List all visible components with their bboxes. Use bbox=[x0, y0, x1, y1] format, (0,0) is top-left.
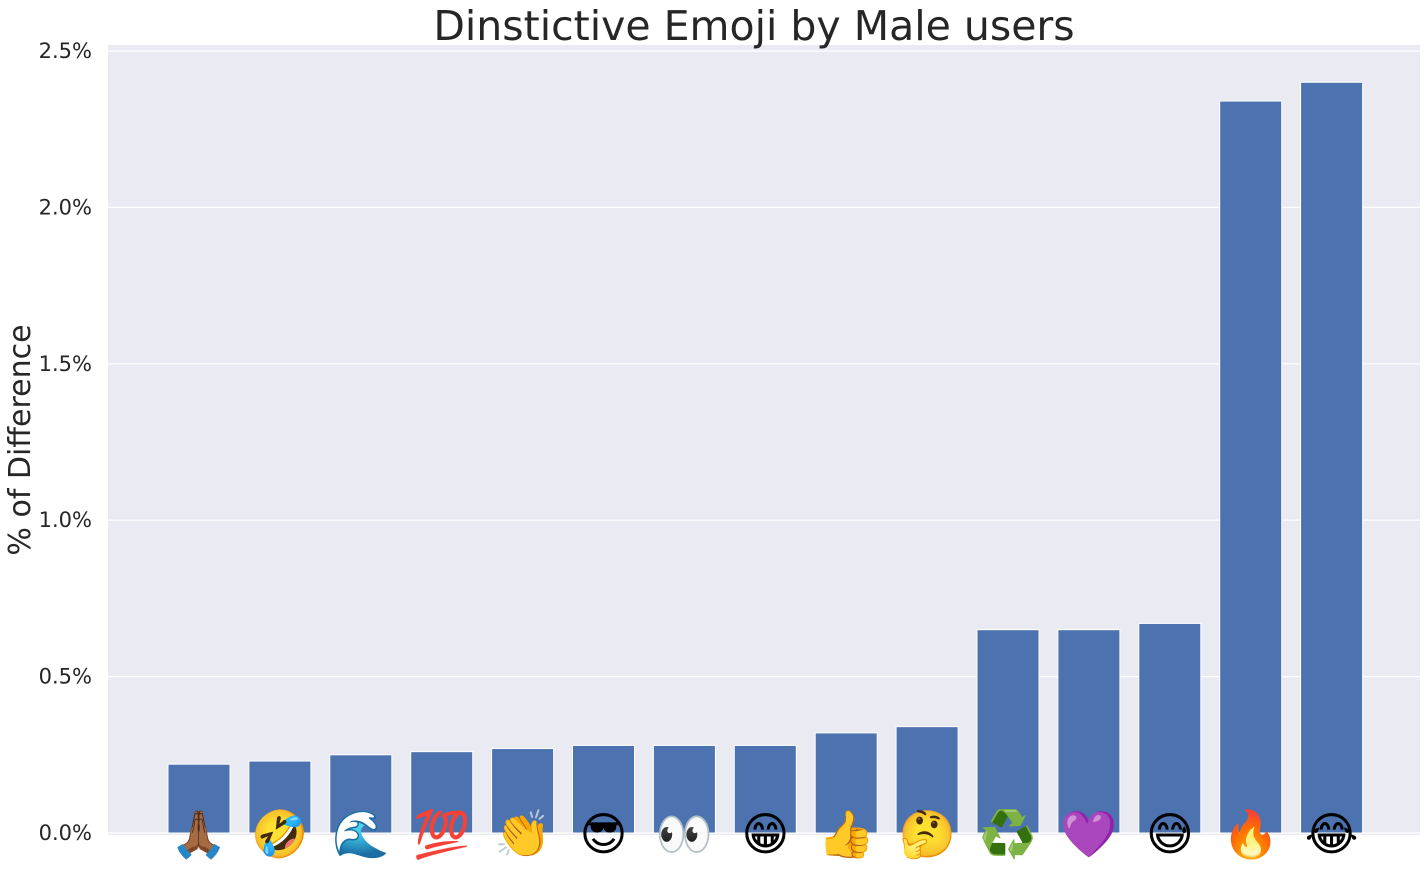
x-tick-label: 🔥 bbox=[1222, 807, 1279, 861]
x-tick-label: 💯 bbox=[413, 807, 470, 861]
grid-lines bbox=[108, 50, 1420, 834]
bar bbox=[1300, 81, 1364, 834]
x-tick-label: 🌊 bbox=[332, 807, 389, 861]
bar bbox=[652, 744, 716, 834]
y-tick-label: 0.0% bbox=[39, 821, 92, 845]
x-tick-label: 👀 bbox=[656, 807, 713, 861]
x-tick-label: 😂 bbox=[1305, 807, 1359, 861]
bar bbox=[1138, 622, 1202, 834]
x-tick-label: 😅 bbox=[1146, 807, 1194, 861]
x-tick-label: ♻️ bbox=[979, 807, 1036, 861]
bar bbox=[1219, 100, 1283, 834]
x-tick-label: 👍 bbox=[818, 807, 875, 861]
y-tick-label: 2.0% bbox=[39, 195, 92, 219]
x-tick-label: 😎 bbox=[580, 807, 628, 861]
y-tick-label: 2.5% bbox=[39, 39, 92, 63]
bar bbox=[491, 748, 555, 834]
bar bbox=[976, 629, 1040, 834]
y-tick-label: 0.5% bbox=[39, 665, 92, 689]
bar bbox=[248, 760, 312, 834]
y-axis-label: % of Difference bbox=[3, 324, 38, 555]
y-tick-label: 1.5% bbox=[39, 352, 92, 376]
x-tick-labels: 🙏🏾 🤣 🌊 💯 👏 😎 👀 😁 👍 🤔 ♻️ 💜 😅 🔥 😂 bbox=[170, 807, 1358, 863]
plot-area bbox=[108, 45, 1420, 835]
bar bbox=[814, 732, 878, 834]
x-tick-label: 👏 bbox=[494, 807, 551, 861]
bar bbox=[329, 754, 393, 834]
x-tick-label: 😁 bbox=[741, 807, 789, 861]
bar bbox=[572, 744, 635, 834]
bar bbox=[895, 726, 959, 834]
x-tick-label: 🤔 bbox=[898, 807, 955, 861]
chart-title: Dinstictive Emoji by Male users bbox=[433, 2, 1074, 50]
x-tick-label: 💜 bbox=[1060, 807, 1118, 861]
x-tick-label: 🙏🏾 bbox=[170, 807, 227, 861]
y-tick-label: 1.0% bbox=[39, 508, 92, 532]
x-tick-label: 🤣 bbox=[249, 807, 308, 863]
bar bbox=[410, 751, 474, 834]
bar bbox=[1057, 629, 1121, 834]
bars bbox=[167, 81, 1364, 834]
bar bbox=[733, 744, 797, 834]
y-tick-labels: 0.0% 0.5% 1.0% 1.5% 2.0% 2.5% bbox=[39, 39, 92, 845]
bar bbox=[167, 763, 231, 834]
